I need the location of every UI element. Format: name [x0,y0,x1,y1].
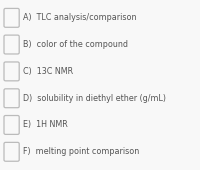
FancyBboxPatch shape [4,142,19,161]
FancyBboxPatch shape [4,8,19,27]
Text: E)  1H NMR: E) 1H NMR [23,121,68,129]
FancyBboxPatch shape [4,35,19,54]
Text: C)  13C NMR: C) 13C NMR [23,67,73,76]
FancyBboxPatch shape [4,116,19,134]
Text: F)  melting point comparison: F) melting point comparison [23,147,139,156]
Text: D)  solubility in diethyl ether (g/mL): D) solubility in diethyl ether (g/mL) [23,94,166,103]
Text: A)  TLC analysis/comparison: A) TLC analysis/comparison [23,13,136,22]
Text: B)  color of the compound: B) color of the compound [23,40,128,49]
FancyBboxPatch shape [4,62,19,81]
FancyBboxPatch shape [4,89,19,108]
